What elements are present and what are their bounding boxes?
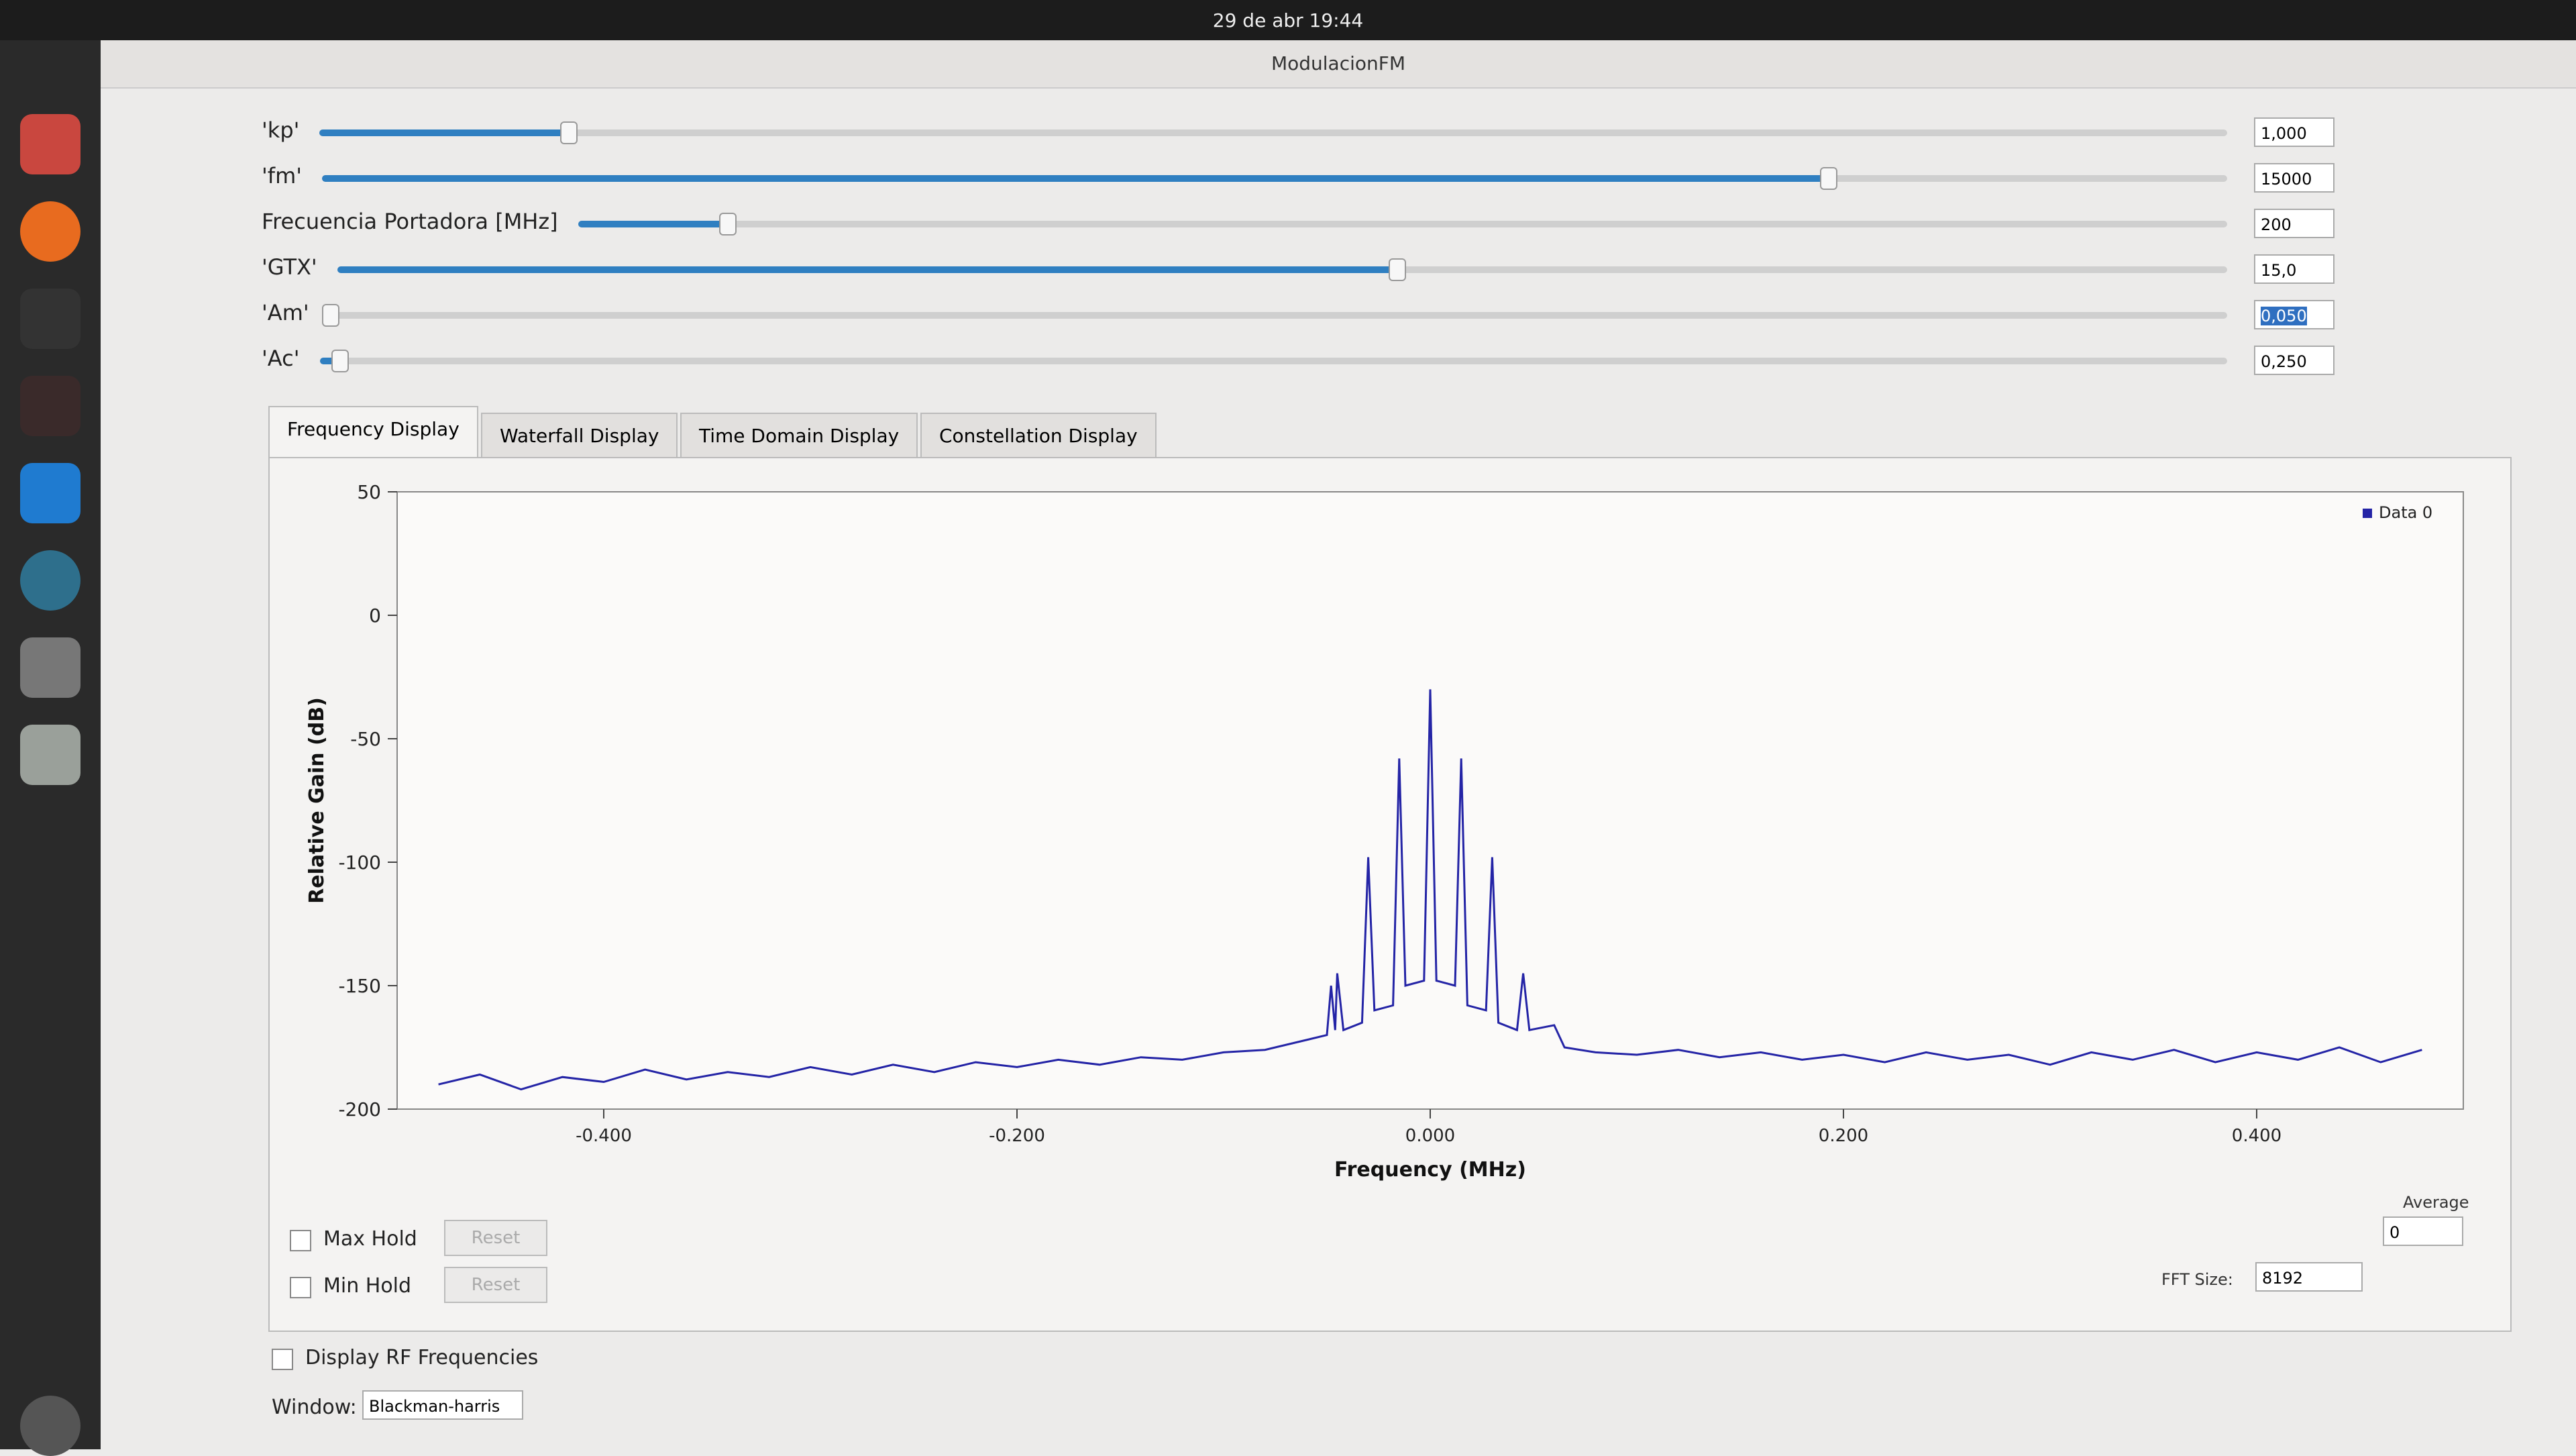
fft-size-value: 8192 xyxy=(2262,1269,2304,1288)
slider-handle[interactable] xyxy=(322,304,339,327)
rf-label: Display RF Frequencies xyxy=(305,1346,539,1369)
spinbox-value: 15,0 xyxy=(2261,261,2297,280)
plot-area xyxy=(396,491,2464,1110)
spinbox[interactable]: 0,050 xyxy=(2254,300,2334,329)
slider-fill xyxy=(320,358,339,364)
min-hold-label: Min Hold xyxy=(323,1274,412,1298)
slider-fill xyxy=(337,266,1396,273)
tab[interactable]: Frequency Display xyxy=(268,406,478,460)
y-tick-label: -200 xyxy=(338,1098,381,1121)
slider-handle[interactable] xyxy=(1819,167,1837,190)
apps-grid-icon[interactable] xyxy=(20,1396,80,1456)
slider-label: 'GTX' xyxy=(262,254,317,280)
x-tick-label: 0.200 xyxy=(1819,1126,1868,1146)
slider-handle[interactable] xyxy=(719,213,737,236)
x-tick-label: 0.000 xyxy=(1405,1126,1455,1146)
y-axis-label: Relative Gain (dB) xyxy=(305,697,329,904)
slider-label: 'fm' xyxy=(262,163,303,189)
dock xyxy=(0,40,101,1456)
average-label: Average xyxy=(2403,1193,2469,1212)
rf-checkbox[interactable] xyxy=(272,1349,293,1370)
app-icon[interactable] xyxy=(20,550,80,611)
reset-button[interactable]: Reset xyxy=(444,1220,547,1256)
slider-track[interactable] xyxy=(319,129,2227,136)
x-tick-label: -0.400 xyxy=(576,1126,632,1146)
reset-button[interactable]: Reset xyxy=(444,1267,547,1303)
slider-track[interactable] xyxy=(329,312,2227,319)
max-hold-checkbox[interactable] xyxy=(290,1230,311,1251)
spinbox-value: 0,250 xyxy=(2261,352,2307,371)
average-spinbox[interactable]: 0 xyxy=(2383,1216,2463,1246)
fft-size-label: FFT Size: xyxy=(2161,1270,2233,1289)
gnuradio-icon[interactable] xyxy=(20,376,80,436)
slider-label: 'Ac' xyxy=(262,346,300,371)
legend-swatch xyxy=(2363,509,2372,518)
window-title: ModulacionFM xyxy=(1271,52,1406,74)
slider-fill xyxy=(322,175,1827,182)
tab[interactable]: Time Domain Display xyxy=(680,413,918,458)
spinbox-value: 200 xyxy=(2261,215,2292,234)
slider-fill xyxy=(319,129,568,136)
spinbox[interactable]: 1,000 xyxy=(2254,117,2334,147)
average-value: 0 xyxy=(2390,1223,2400,1242)
slider-handle[interactable] xyxy=(1388,258,1406,281)
window-combo[interactable]: Blackman-harris xyxy=(362,1390,523,1420)
slider-handle[interactable] xyxy=(331,350,350,372)
min-hold-checkbox[interactable] xyxy=(290,1277,311,1298)
slider-track[interactable] xyxy=(578,221,2227,227)
spinbox[interactable]: 0,250 xyxy=(2254,346,2334,375)
spinbox[interactable]: 15,0 xyxy=(2254,254,2334,284)
top-bar: 29 de abr 19:44 xyxy=(0,0,2576,40)
spinbox[interactable]: 15000 xyxy=(2254,163,2334,193)
firefox-icon[interactable] xyxy=(20,201,80,262)
slider-track[interactable] xyxy=(320,358,2227,364)
x-tick-label: -0.200 xyxy=(989,1126,1045,1146)
trash-icon[interactable] xyxy=(20,725,80,785)
legend-label: Data 0 xyxy=(2379,503,2432,522)
tab-panel: 50 0 -50 -100 -150 -200 -0.400 -0.200 0.000 0.200… xyxy=(268,457,2512,1332)
y-tick-label: 0 xyxy=(369,605,381,627)
y-tick-label: -50 xyxy=(350,728,381,750)
files-icon[interactable] xyxy=(20,114,80,174)
spinbox-value: 0,050 xyxy=(2261,307,2307,325)
spinbox-value: 1,000 xyxy=(2261,124,2307,143)
spinbox[interactable]: 200 xyxy=(2254,209,2334,238)
window-label: Window: xyxy=(272,1396,357,1419)
tab[interactable]: Constellation Display xyxy=(920,413,1157,458)
settings-icon[interactable] xyxy=(20,637,80,698)
tab[interactable]: Waterfall Display xyxy=(481,413,678,458)
clock[interactable]: 29 de abr 19:44 xyxy=(1212,9,1364,32)
spinbox-value: 15000 xyxy=(2261,170,2312,189)
slider-label: 'kp' xyxy=(262,117,300,143)
x-axis-label: Frequency (MHz) xyxy=(1334,1158,1526,1182)
y-tick-label: 50 xyxy=(357,481,381,503)
y-tick-label: -150 xyxy=(338,975,381,997)
window-title-bar: ModulacionFM xyxy=(101,40,2576,89)
frequency-plot: 50 0 -50 -100 -150 -200 -0.400 -0.200 0.000 0.200… xyxy=(305,481,2464,1182)
y-tick-label: -100 xyxy=(338,851,381,874)
vscode-icon[interactable] xyxy=(20,463,80,523)
terminal-icon[interactable] xyxy=(20,289,80,349)
slider-handle[interactable] xyxy=(559,121,578,144)
slider-label: Frecuencia Portadora [MHz] xyxy=(262,209,558,234)
max-hold-label: Max Hold xyxy=(323,1227,417,1251)
x-tick-label: 0.400 xyxy=(2232,1126,2282,1146)
spectrum-line xyxy=(438,689,2422,1091)
fft-size-combo[interactable]: 8192 xyxy=(2255,1262,2363,1292)
slider-label: 'Am' xyxy=(262,300,309,325)
slider-fill xyxy=(578,221,727,227)
window-value: Blackman-harris xyxy=(369,1397,500,1416)
